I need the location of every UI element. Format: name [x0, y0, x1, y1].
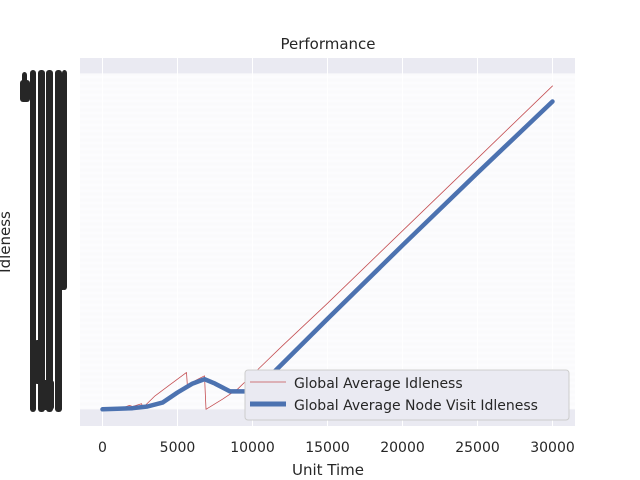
chart-title: Performance	[280, 35, 375, 53]
y-tick-label	[55, 70, 62, 412]
y-tick-labels	[20, 70, 67, 412]
x-tick-label: 5000	[160, 440, 196, 456]
series-lines	[100, 85, 555, 412]
legend: Global Average Idleness Global Average N…	[244, 369, 570, 421]
y-tick-label	[30, 70, 36, 412]
series-line-0	[102, 85, 553, 410]
series-line-1	[100, 99, 555, 412]
y-tick-label	[38, 70, 45, 412]
x-tick-label: 30000	[530, 440, 575, 456]
x-tick-label: 15000	[305, 440, 350, 456]
legend-label-node-visit-idleness: Global Average Node Visit Idleness	[294, 398, 538, 414]
y-tick-label	[46, 70, 53, 412]
legend-box	[244, 369, 570, 421]
x-tick-label: 25000	[455, 440, 500, 456]
x-tick-label: 10000	[230, 440, 275, 456]
x-tick-label: 20000	[380, 440, 425, 456]
y-tick-label	[34, 340, 42, 384]
x-axis-label: Unit Time	[292, 461, 364, 479]
y-tick-label	[62, 70, 67, 290]
x-tick-labels: 0 5000 10000 15000 20000 25000 30000	[98, 440, 575, 456]
y-tick-label	[56, 250, 66, 290]
y-axis-label: Idleness	[0, 211, 14, 273]
legend-label-idleness: Global Average Idleness	[294, 376, 463, 392]
y-tick-label	[42, 380, 54, 410]
x-tick-label: 0	[98, 440, 107, 456]
y-tick-label	[20, 80, 30, 102]
